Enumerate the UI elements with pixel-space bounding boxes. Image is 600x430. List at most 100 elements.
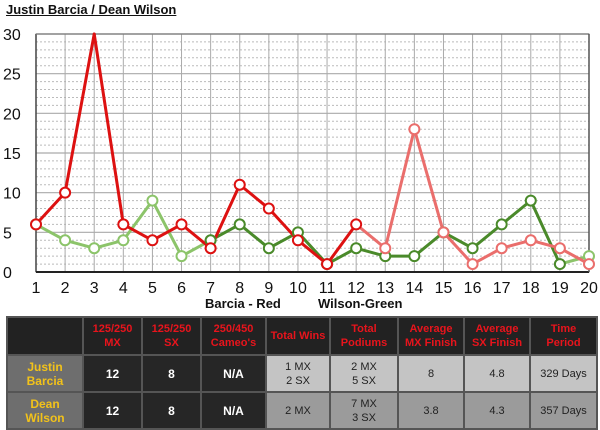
table-cell: 12 (82, 354, 143, 393)
column-header: Time Period (529, 316, 598, 356)
series-segment-barcia (412, 127, 445, 234)
x-tick-label: 6 (177, 280, 186, 296)
y-tick-label: 10 (3, 186, 21, 203)
data-point-wilson (59, 234, 72, 247)
table-header-row: 125/250 MX 125/250 SX 250/450 Cameo's Total Wi… (6, 316, 598, 356)
data-point-barcia (291, 234, 304, 247)
table-cell: 2 MX 5 SX (329, 354, 399, 393)
data-point-wilson (350, 242, 363, 255)
x-tick-label: 1 (32, 280, 41, 296)
series-segment-barcia (441, 230, 475, 266)
series-segment-barcia (180, 222, 213, 250)
table-row: Dean Wilson 12 8 N/A 2 MX 7 MX 3 SX 3.8 4.3 357 Da… (6, 391, 598, 430)
table-cell: 8 (141, 391, 202, 430)
series-segment-barcia (383, 127, 416, 250)
legend-barcia: Barcia - Red (205, 296, 281, 311)
table-cell: 1 MX 2 SX (265, 354, 331, 393)
chart-points (30, 123, 595, 271)
data-point-barcia (175, 218, 188, 231)
y-axis-ticks: 0 5 10 15 20 25 30 (3, 27, 21, 282)
table-corner (6, 316, 84, 356)
y-tick-label: 0 (3, 265, 12, 282)
data-point-wilson (146, 194, 159, 207)
data-point-barcia (117, 218, 130, 231)
x-tick-label: 9 (264, 280, 273, 296)
x-tick-label: 5 (148, 280, 157, 296)
rider-name: Dean Wilson (6, 391, 84, 430)
table-cell: 357 Days (529, 391, 598, 430)
data-point-barcia (524, 234, 537, 247)
series-segment-wilson (412, 230, 445, 258)
series-segment-wilson (121, 199, 154, 242)
data-point-wilson (262, 242, 275, 255)
data-point-barcia (204, 242, 217, 255)
column-header: 125/250 MX (82, 316, 143, 356)
x-tick-label: 19 (551, 280, 569, 296)
data-point-barcia (553, 242, 566, 255)
x-axis-ticks: 1 2 3 4 5 6 7 8 9 10 11 12 13 14 15 16 17 18 19 20 (32, 280, 598, 296)
y-tick-label: 25 (3, 67, 21, 84)
page-title: Justin Barcia / Dean Wilson (6, 2, 177, 17)
x-tick-label: 2 (61, 280, 70, 296)
table-cell: 8 (397, 354, 465, 393)
table-cell: N/A (200, 391, 267, 430)
x-tick-label: 14 (405, 280, 423, 296)
x-tick-label: 12 (347, 280, 365, 296)
data-point-barcia (466, 258, 479, 271)
data-point-wilson (175, 250, 188, 263)
series-segment-wilson (238, 222, 271, 250)
column-header: 250/450 Cameo's (200, 316, 267, 356)
series-segment-wilson (471, 222, 504, 250)
table-cell: 2 MX (265, 391, 331, 430)
stats-table: 125/250 MX 125/250 SX 250/450 Cameo's Total Wi… (6, 316, 598, 430)
data-point-wilson (553, 258, 566, 271)
table-cell: 12 (82, 391, 143, 430)
series-segment-barcia (92, 32, 125, 226)
rider-name: Justin Barcia (6, 354, 84, 393)
x-tick-label: 18 (522, 280, 540, 296)
data-point-wilson (88, 242, 101, 255)
data-point-barcia (59, 186, 72, 199)
data-point-wilson (466, 242, 479, 255)
data-point-wilson (117, 234, 130, 247)
table-cell: 8 (141, 354, 202, 393)
column-header: 125/250 SX (141, 316, 202, 356)
data-point-wilson (524, 194, 537, 207)
x-tick-label: 7 (206, 280, 215, 296)
x-tick-label: 16 (464, 280, 482, 296)
series-segment-wilson (500, 199, 533, 226)
series-segment-barcia (325, 222, 358, 266)
x-tick-label: 8 (235, 280, 244, 296)
y-tick-label: 5 (3, 225, 12, 242)
series-segment-wilson (529, 199, 562, 266)
data-point-barcia (437, 226, 450, 239)
data-point-barcia (350, 218, 363, 231)
x-tick-label: 15 (435, 280, 453, 296)
y-tick-label: 15 (3, 146, 21, 163)
y-tick-label: 20 (3, 106, 21, 123)
data-point-barcia (262, 202, 275, 215)
data-point-barcia (233, 178, 246, 191)
series-segment-barcia (63, 32, 96, 195)
table-cell: 7 MX 3 SX (329, 391, 399, 430)
table-cell: 3.8 (397, 391, 465, 430)
x-tick-label: 13 (376, 280, 394, 296)
table-cell: N/A (200, 354, 267, 393)
legend-wilson: Wilson-Green (318, 296, 403, 311)
series-segment-barcia (296, 238, 329, 266)
x-tick-label: 3 (90, 280, 99, 296)
data-point-barcia (583, 258, 595, 271)
x-tick-label: 17 (493, 280, 511, 296)
table-cell: 329 Days (529, 354, 598, 393)
data-point-wilson (495, 218, 508, 231)
data-point-wilson (408, 250, 421, 263)
data-point-barcia (408, 123, 421, 136)
x-tick-label: 11 (319, 280, 336, 296)
column-header: Total Podiums (329, 316, 399, 356)
x-tick-label: 10 (289, 280, 307, 296)
series-segment-wilson (150, 199, 184, 258)
series-segment-barcia (34, 191, 67, 226)
table-cell: 4.3 (463, 391, 531, 430)
column-header: Total Wins (265, 316, 331, 356)
